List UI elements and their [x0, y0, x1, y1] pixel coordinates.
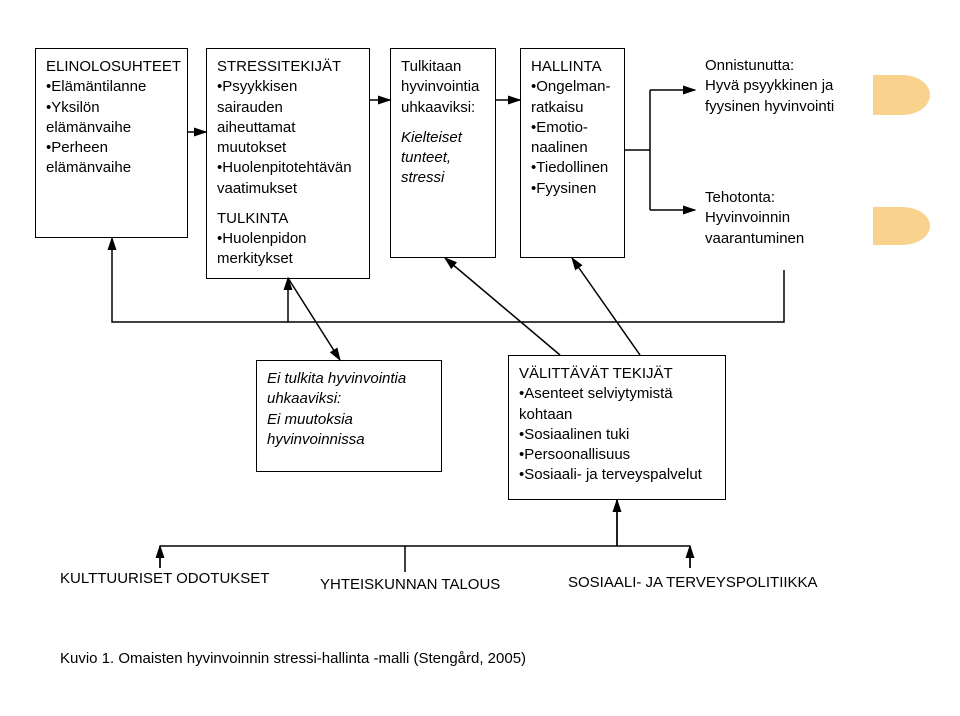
tulk-line: stressi — [401, 168, 485, 188]
tulk-line: Kielteiset — [401, 128, 485, 148]
box-elinolosuhteet: ELINOLOSUHTEET •Elämäntilanne •Yksilön e… — [35, 48, 188, 238]
valittavat-bullet: •Persoonallisuus — [519, 445, 715, 465]
ei-line: uhkaaviksi: — [267, 389, 431, 409]
ei-line: Ei muutoksia — [267, 410, 431, 430]
hallinta-bullet: •Fyysinen — [531, 179, 614, 199]
label-sosiaali: SOSIAALI- JA TERVEYSPOLITIIKKA — [568, 574, 818, 591]
valittavat-bullet: •Asenteet selviytymistä kohtaan — [519, 384, 715, 425]
tulk-line: hyvinvointia — [401, 77, 485, 97]
stressi-bullet: •Psyykkisen sairauden aiheuttamat muutok… — [217, 77, 359, 158]
elin-bullet: •Elämäntilanne — [46, 77, 177, 97]
elin-bullet: •Yksilön elämänvaihe — [46, 98, 177, 139]
stressi-title: STRESSITEKIJÄT — [217, 57, 359, 77]
valittavat-bullet: •Sosiaali- ja terveyspalvelut — [519, 465, 715, 485]
box-outcome-fail: Tehotonta: Hyvinvoinnin vaarantuminen — [695, 180, 873, 270]
valittavat-bullet: •Sosiaalinen tuki — [519, 425, 715, 445]
box-hallinta: HALLINTA •Ongelman-ratkaisu •Emotio-naal… — [520, 48, 625, 258]
elin-bullet: •Perheen elämänvaihe — [46, 138, 177, 179]
outcome1-line2: Hyvä psyykkinen ja fyysinen hyvinvointi — [705, 76, 863, 117]
tulkinta-bullet: •Huolenpidon merkitykset — [217, 229, 359, 270]
tulkinta-subtitle: TULKINTA — [217, 209, 359, 229]
valittavat-title: VÄLITTÄVÄT TEKIJÄT — [519, 364, 715, 384]
hallinta-bullet: •Emotio-naalinen — [531, 118, 614, 159]
tulk-line: tunteet, — [401, 148, 485, 168]
hallinta-bullet: •Ongelman-ratkaisu — [531, 77, 614, 118]
outcome1-line1: Onnistunutta: — [705, 56, 863, 76]
box-valittavat: VÄLITTÄVÄT TEKIJÄT •Asenteet selviytymis… — [508, 355, 726, 500]
hallinta-title: HALLINTA — [531, 57, 614, 77]
box-tulkitaan: Tulkitaan hyvinvointia uhkaaviksi: Kielt… — [390, 48, 496, 258]
hallinta-bullet: •Tiedollinen — [531, 158, 614, 178]
label-yhteiskunnan: YHTEISKUNNAN TALOUS — [320, 576, 500, 593]
label-kulttuuriset: KULTTUURISET ODOTUKSET — [60, 570, 269, 587]
box-ei-tulkita: Ei tulkita hyvinvointia uhkaaviksi: Ei m… — [256, 360, 442, 472]
box-stressitekijat: STRESSITEKIJÄT •Psyykkisen sairauden aih… — [206, 48, 370, 279]
ei-line: Ei tulkita hyvinvointia — [267, 369, 431, 389]
figure-caption: Kuvio 1. Omaisten hyvinvoinnin stressi-h… — [60, 650, 526, 667]
box-outcome-success: Onnistunutta: Hyvä psyykkinen ja fyysine… — [695, 48, 873, 138]
tulk-line: uhkaaviksi: — [401, 98, 485, 118]
elin-title: ELINOLOSUHTEET — [46, 57, 177, 77]
stressi-bullet: •Huolenpitotehtävän vaatimukset — [217, 158, 359, 199]
tulk-line: Tulkitaan — [401, 57, 485, 77]
ei-line: hyvinvoinnissa — [267, 430, 431, 450]
outcome2-line2: Hyvinvoinnin vaarantuminen — [705, 208, 863, 249]
outcome2-line1: Tehotonta: — [705, 188, 863, 208]
